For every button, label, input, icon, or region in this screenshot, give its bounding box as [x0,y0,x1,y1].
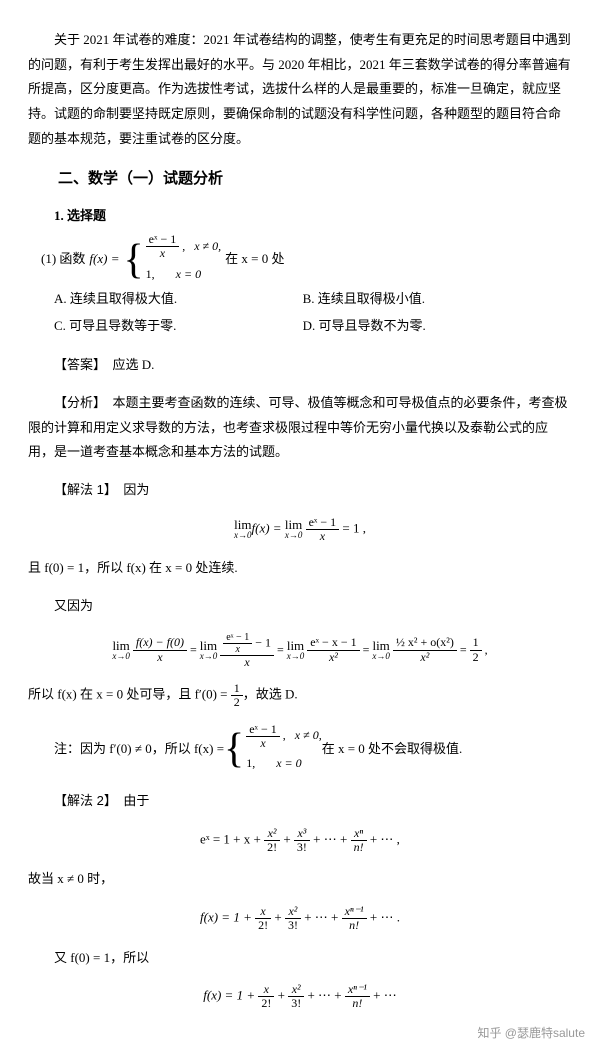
analysis-label: 【分析】 [54,395,106,410]
subsection-title: 1. 选择题 [28,204,572,229]
answer-label: 【答案】 [54,357,106,372]
answer-line: 【答案】 应选 D. [28,353,572,378]
q1-suffix: 在 x = 0 处 [225,247,284,272]
also-because: 又因为 [28,594,572,619]
intro-paragraph: 关于 2021 年试卷的难度：2021 年试卷结构的调整，使考生有更充足的时间思… [28,28,572,151]
option-d: D. 可导且导数不为零. [303,314,552,339]
page-content: 关于 2021 年试卷的难度：2021 年试卷结构的调整，使考生有更充足的时间思… [0,0,600,1022]
method1-line: 【解法 1】 因为 [28,478,572,503]
options: A. 连续且取得极大值. B. 连续且取得极小值. C. 可导且导数等于零. D… [54,287,572,340]
equation-limit-1: limx→0f(x) = limx→0 eˣ − 1x = 1 , [28,516,572,543]
because-text: 因为 [123,482,149,497]
equation-fx-series: f(x) = 1 + x2! + x²3! + ⋯ + xⁿ⁻¹n! + ⋯ . [28,905,572,932]
equation-derivative: limx→0 f(x) − f(0)x = limx→0 eˣ − 1x − 1… [28,632,572,669]
note-line: 注：因为 f′(0) ≠ 0，所以 f(x) = { eˣ − 1x , x ≠… [54,722,572,776]
q1-piecewise: { eˣ − 1x , x ≠ 0, 1, x = 0 [123,233,221,287]
option-c: C. 可导且导数等于零. [54,314,303,339]
answer-text: 应选 D. [113,357,155,372]
equation-exp-series: eˣ = 1 + x + x²2! + x³3! + ⋯ + xⁿn! + ⋯ … [28,827,572,854]
q1-func: f(x) = [89,247,119,272]
method2-line: 【解法 2】 由于 [28,789,572,814]
option-b: B. 连续且取得极小值. [303,287,552,312]
method2-label: 【解法 2】 [54,793,117,808]
question-1: (1) 函数 f(x) = { eˣ − 1x , x ≠ 0, 1, x = … [41,233,572,287]
analysis-block: 【分析】 本题主要考查函数的连续、可导、极值等概念和可导极值点的必要条件，考查极… [28,391,572,465]
section-title: 二、数学（一）试题分析 [28,165,572,194]
q1-prefix: (1) 函数 [41,247,85,272]
watermark: 知乎 @瑟鹿特salute [0,1022,600,1045]
analysis-text: 本题主要考查函数的连续、可导、极值等概念和可导极值点的必要条件，考查极限的计算和… [28,395,568,459]
equation-fx-series-2: f(x) = 1 + x2! + x²3! + ⋯ + xⁿ⁻¹n! + ⋯ [28,983,572,1010]
method1-label: 【解法 1】 [54,482,117,497]
and-f0-line: 又 f(0) = 1，所以 [28,946,572,971]
derivative-conclusion: 所以 f(x) 在 x = 0 处可导，且 f′(0) = 12，故选 D. [28,682,572,709]
by-text: 由于 [123,793,149,808]
continuity-line: 且 f(0) = 1，所以 f(x) 在 x = 0 处连续. [28,556,572,581]
so-when-line: 故当 x ≠ 0 时， [28,867,572,892]
option-a: A. 连续且取得极大值. [54,287,303,312]
